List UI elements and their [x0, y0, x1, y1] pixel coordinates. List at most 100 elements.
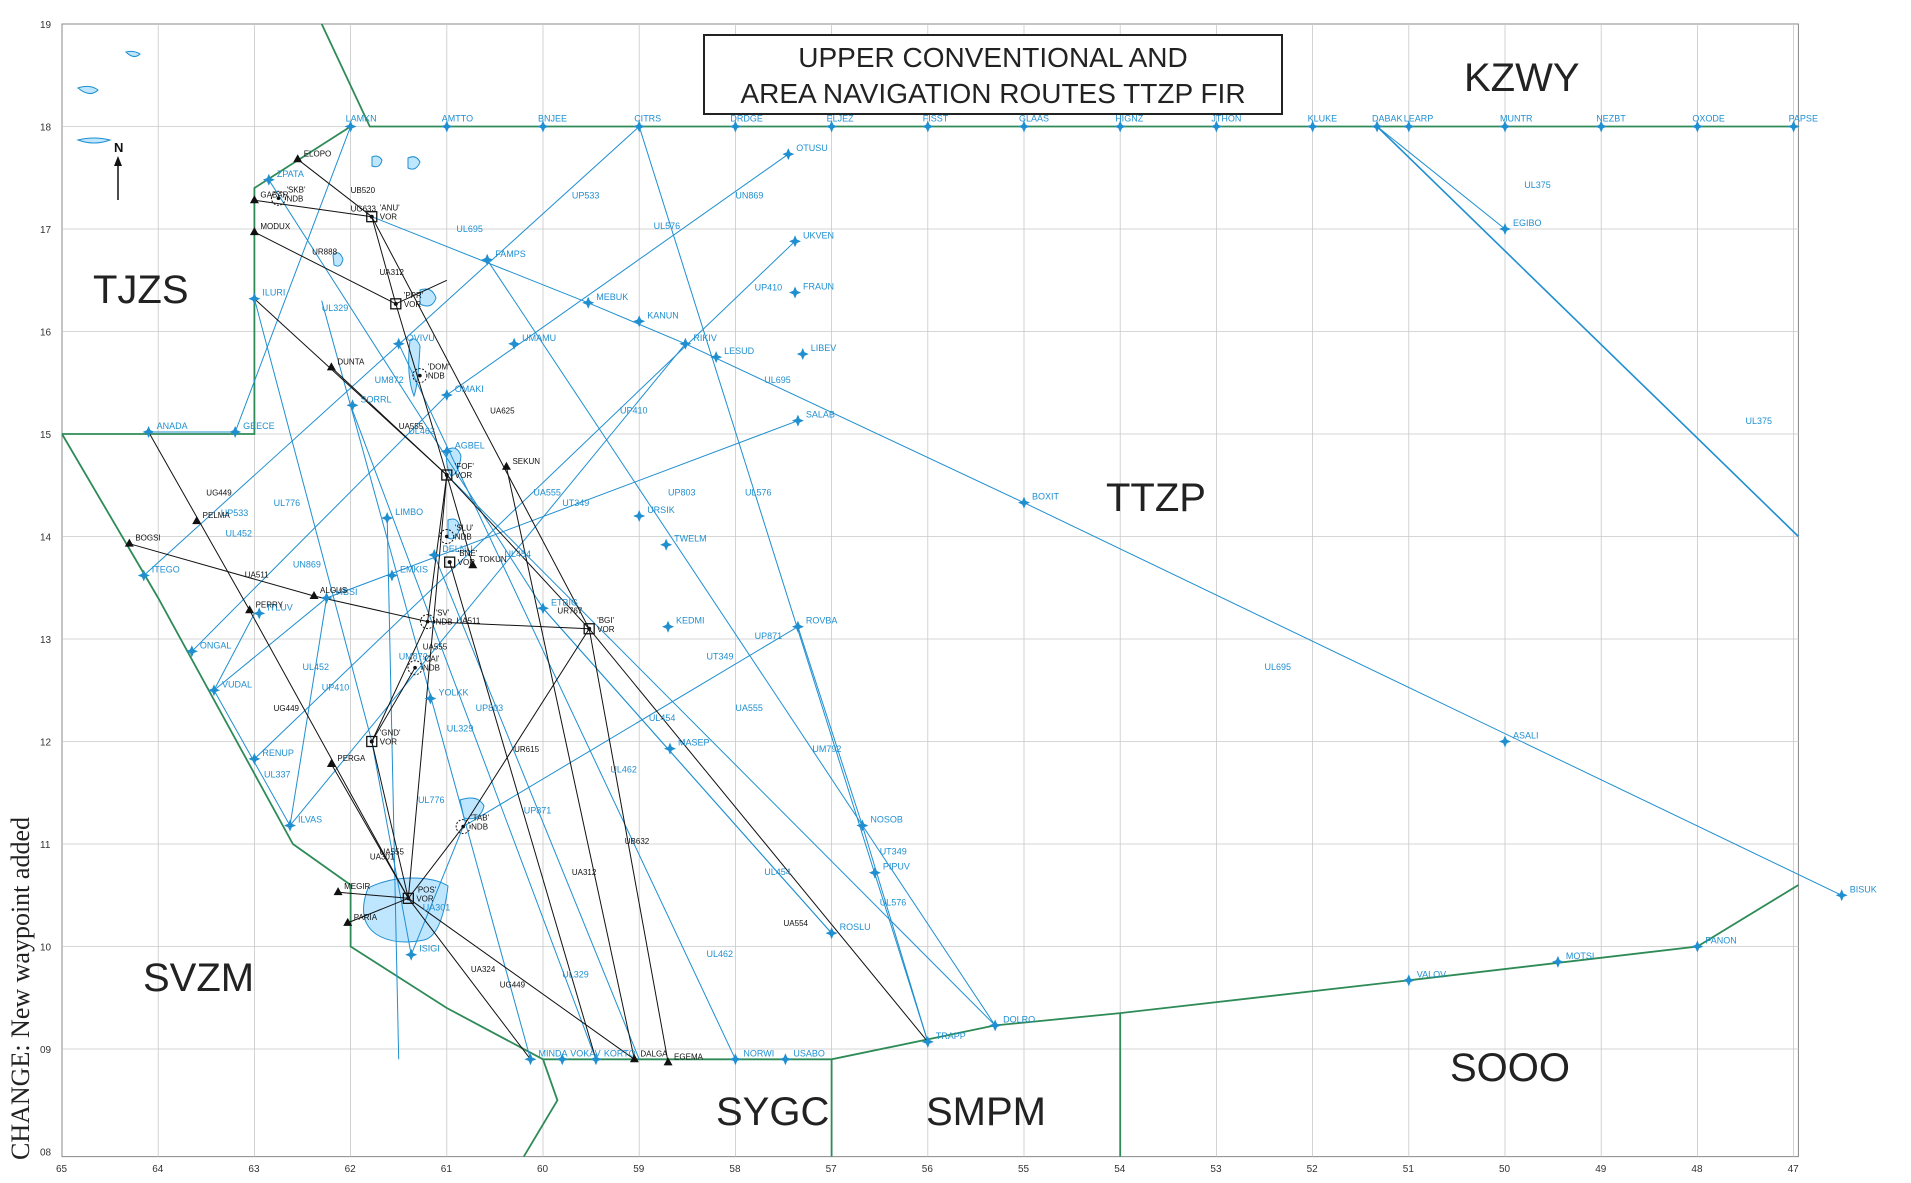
route-label: UL695 [456, 224, 483, 234]
waypoint-label: ASALI [1513, 731, 1539, 741]
waypoint-marker [524, 1053, 537, 1066]
fir-boundary-line [61, 433, 1799, 1061]
graticule [61, 23, 1799, 1158]
waypoint-label: ZPATA [277, 169, 304, 179]
route-label: UN869 [293, 559, 321, 569]
navaid-ident: 'TAB' [471, 814, 489, 823]
reporting-point-marker [468, 560, 478, 569]
reporting-point-marker [343, 917, 353, 926]
route-label: UA312 [572, 868, 597, 877]
waypoint-marker [537, 120, 549, 133]
waypoint-marker [262, 173, 275, 186]
waypoint-marker [381, 512, 394, 525]
waypoint-label: DOLRO [1003, 1014, 1035, 1024]
conventional-route-line [254, 199, 372, 218]
waypoint-label: VALOV [1417, 969, 1446, 979]
waypoint-label: KEDMI [676, 616, 705, 626]
waypoint-marker [1114, 120, 1127, 133]
lat-tick-label: 17 [40, 225, 52, 236]
lon-tick-label: 55 [1018, 1164, 1030, 1175]
conventional-route-line [449, 561, 597, 1060]
rnav-route-line [268, 179, 832, 934]
waypoint-marker [428, 548, 441, 561]
fir-label-sooo: SOOO [1450, 1046, 1571, 1090]
waypoint-marker [1787, 120, 1800, 133]
waypoint-label: JTHON [1211, 114, 1241, 124]
island [407, 156, 421, 170]
waypoint-marker [779, 1053, 792, 1066]
waypoint-marker [556, 1053, 569, 1066]
waypoint-label: SALAB [806, 410, 835, 420]
waypoint-label: LIMBO [395, 507, 423, 517]
waypoint-marker [346, 399, 359, 412]
waypoint-marker [508, 337, 521, 350]
conventional-route-line [505, 466, 635, 1060]
island [447, 518, 461, 540]
waypoint-label: ELJEZ [827, 114, 855, 124]
navaid-type: VOR [404, 300, 422, 309]
waypoint-marker [1371, 120, 1384, 133]
route-label: UP533 [221, 508, 249, 518]
navaid-type: NDB [286, 194, 303, 203]
island [363, 877, 449, 943]
waypoint-marker [729, 1053, 742, 1066]
conventional-route-line [446, 474, 474, 566]
waypoint-marker [1402, 974, 1415, 987]
rnav-route-line [289, 597, 328, 826]
reporting-point-marker [192, 516, 202, 525]
route-label: UT349 [562, 498, 589, 508]
lon-tick-label: 60 [537, 1164, 549, 1175]
vor-center-dot [406, 896, 411, 901]
lat-tick-label: 11 [40, 840, 51, 851]
reporting-point-label: PARIA [354, 913, 378, 922]
vor-center-dot [447, 560, 452, 565]
route-label: UL337 [264, 769, 291, 779]
route-label: UL329 [322, 303, 349, 313]
waypoint-label: UMAMU [522, 333, 556, 343]
conventional-route-line [297, 158, 373, 218]
north-arrow-label: N [114, 140, 123, 155]
waypoint-marker [582, 296, 595, 309]
waypoint-label: KLUKE [1308, 114, 1338, 124]
waypoint-label: ITEGO [152, 564, 180, 574]
reporting-point-label: MEGIR [344, 882, 370, 891]
vor-symbol [444, 556, 456, 568]
reporting-point-marker [245, 605, 255, 614]
ndb-symbol [270, 190, 286, 206]
waypoint-label: DABAK [1372, 114, 1403, 124]
waypoint-label: MINDA [538, 1048, 567, 1058]
navaid-type: VOR [597, 625, 615, 634]
navaid-ident: 'GND' [380, 729, 401, 738]
navaid-ident: 'CAI' [423, 655, 440, 664]
route-label: UG633 [351, 205, 377, 214]
rnav-route-line [143, 126, 640, 576]
waypoint-label: PANON [1705, 936, 1736, 946]
waypoint-label: PAPSE [1789, 114, 1818, 124]
waypoint-marker [1595, 120, 1608, 133]
lon-tick-label: 62 [345, 1164, 357, 1175]
fir-label-tjzs: TJZS [93, 268, 189, 312]
waypoint-label: SORRL [361, 394, 392, 404]
rnav-route-line [289, 343, 686, 826]
waypoint-marker [248, 292, 261, 305]
waypoint-label: LAMKN [346, 114, 377, 124]
route-label: UP803 [476, 703, 504, 713]
reporting-point-label: EGEMA [674, 1052, 704, 1061]
reporting-point-marker [326, 759, 336, 768]
reporting-point-marker [663, 1057, 673, 1066]
reporting-point-label: GABAR [260, 190, 288, 199]
waypoint-label: NOSOB [870, 815, 903, 825]
reporting-point-marker [333, 887, 343, 896]
lon-tick-label: 49 [1595, 1164, 1607, 1175]
vor-center-dot [587, 626, 592, 631]
waypoint-label: OVIVU [407, 333, 435, 343]
route-label: UA555 [533, 488, 561, 498]
navaid-type: VOR [380, 738, 398, 747]
waypoint-marker [825, 120, 838, 133]
reporting-point-marker [501, 461, 511, 470]
vor-symbol [583, 623, 595, 635]
rnav-route-line [410, 626, 799, 955]
route-label: UA625 [490, 407, 515, 416]
vor-symbol [366, 735, 378, 748]
waypoint-marker [424, 692, 437, 705]
